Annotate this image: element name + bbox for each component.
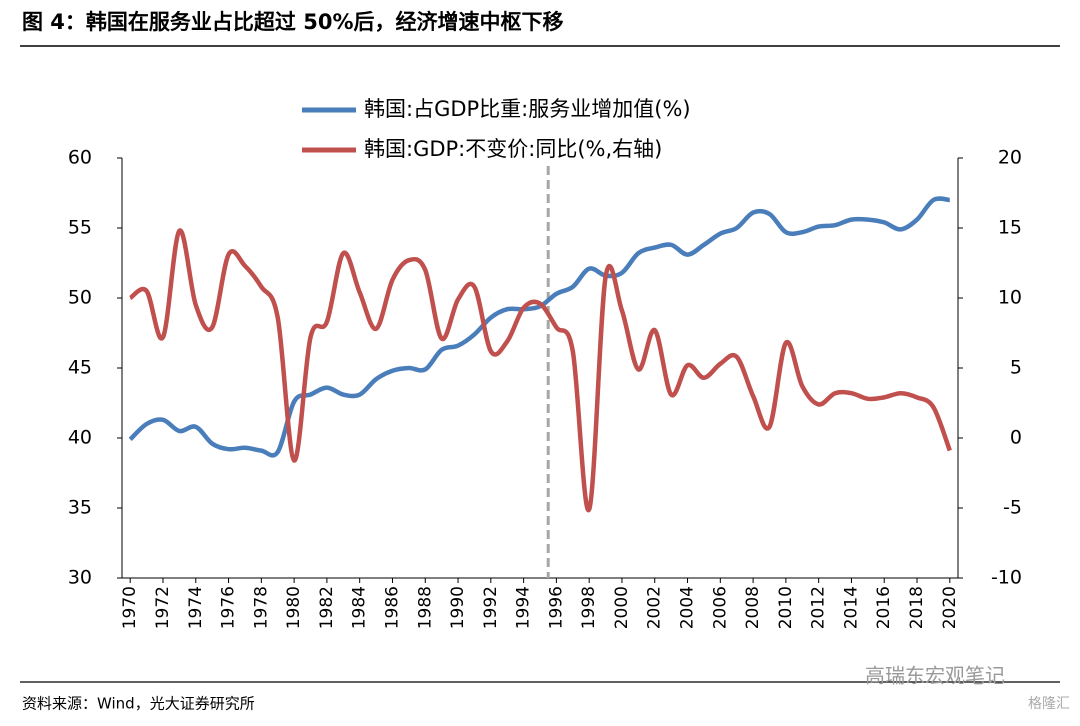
x-tick-label: 1970 — [120, 586, 140, 629]
watermark-logo: 格隆汇 — [1028, 696, 1070, 712]
x-tick-label: 1998 — [579, 586, 599, 629]
x-tick-label: 1996 — [546, 586, 566, 629]
x-tick-label: 2004 — [678, 586, 698, 629]
series-line — [128, 196, 951, 458]
y2-tick-label: 15 — [998, 217, 1022, 239]
x-tick-label: 1974 — [186, 586, 206, 629]
y2-tick-label: 5 — [1010, 357, 1022, 379]
x-tick-label: 2002 — [645, 586, 665, 629]
y-tick-label: 40 — [68, 427, 92, 449]
x-tick-label: 1984 — [350, 586, 370, 629]
x-tick-label: 2010 — [776, 586, 796, 629]
y2-tick-label: -5 — [1003, 497, 1022, 519]
y-tick-label: 50 — [68, 287, 92, 309]
x-tick-label: 1992 — [481, 586, 501, 629]
x-tick-label: 1980 — [284, 586, 304, 629]
x-tick-label: 2006 — [710, 586, 730, 629]
x-tick-label: 1986 — [382, 586, 402, 629]
x-tick-label: 1990 — [448, 586, 468, 629]
x-tick-label: 1982 — [317, 586, 337, 629]
x-tick-label: 2008 — [743, 586, 763, 629]
x-tick-label: 1972 — [153, 586, 173, 629]
series-line — [128, 228, 952, 513]
x-tick-label: 2014 — [841, 586, 861, 629]
x-tick-label: 2012 — [809, 586, 829, 629]
x-tick-label: 1976 — [219, 586, 239, 629]
x-tick-label: 2016 — [874, 586, 894, 629]
legend-label: 韩国:占GDP比重:服务业增加值(%) — [364, 97, 691, 121]
y-tick-label: 30 — [68, 567, 92, 589]
x-tick-label: 1994 — [514, 586, 534, 629]
y-tick-label: 45 — [68, 357, 92, 379]
y2-tick-label: 20 — [998, 147, 1022, 169]
x-tick-label: 1978 — [251, 586, 271, 629]
chart-title: 图 4：韩国在服务业占比超过 50%后，经济增速中枢下移 — [22, 10, 564, 34]
source-note: 资料来源：Wind，光大证券研究所 — [22, 695, 255, 713]
y-tick-label: 35 — [68, 497, 92, 519]
x-tick-label: 1988 — [415, 586, 435, 629]
watermark: 高瑞东宏观笔记 — [865, 664, 1005, 688]
legend-label: 韩国:GDP:不变价:同比(%,右轴) — [364, 137, 662, 161]
x-tick-label: 2020 — [940, 586, 960, 629]
x-tick-label: 2018 — [907, 586, 927, 629]
y2-tick-label: -10 — [991, 567, 1022, 589]
y2-tick-label: 0 — [1010, 427, 1022, 449]
y2-tick-label: 10 — [998, 287, 1022, 309]
y-tick-label: 55 — [68, 217, 92, 239]
x-tick-label: 2000 — [612, 586, 632, 629]
y-tick-label: 60 — [68, 147, 92, 169]
